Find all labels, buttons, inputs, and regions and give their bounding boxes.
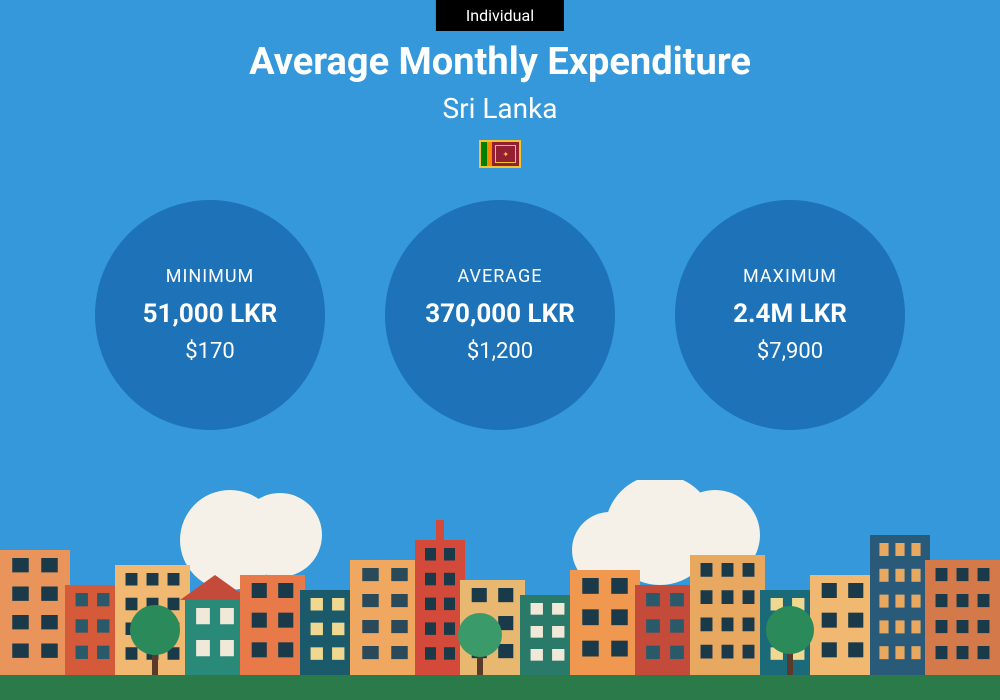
stat-value-usd: $7,900 (757, 339, 823, 364)
stats-row: MINIMUM 51,000 LKR $170 AVERAGE 370,000 … (0, 200, 1000, 430)
stat-circle-maximum: MAXIMUM 2.4M LKR $7,900 (675, 200, 905, 430)
stat-label: AVERAGE (458, 266, 543, 287)
category-badge: Individual (436, 0, 564, 31)
stat-circle-minimum: MINIMUM 51,000 LKR $170 (95, 200, 325, 430)
stat-circle-average: AVERAGE 370,000 LKR $1,200 (385, 200, 615, 430)
main-title: Average Monthly Expenditure (0, 40, 1000, 84)
stat-value-lkr: 51,000 LKR (143, 299, 278, 329)
sri-lanka-flag-icon: ✦ (479, 140, 521, 168)
infographic-container: Individual Average Monthly Expenditure S… (0, 0, 1000, 700)
stat-label: MAXIMUM (743, 266, 837, 287)
stat-value-usd: $1,200 (467, 339, 533, 364)
country-subtitle: Sri Lanka (0, 92, 1000, 125)
stat-value-usd: $170 (185, 339, 234, 364)
cityscape-illustration (0, 480, 1000, 700)
stat-value-lkr: 2.4M LKR (733, 299, 847, 329)
stat-value-lkr: 370,000 LKR (425, 299, 575, 329)
stat-label: MINIMUM (166, 266, 254, 287)
